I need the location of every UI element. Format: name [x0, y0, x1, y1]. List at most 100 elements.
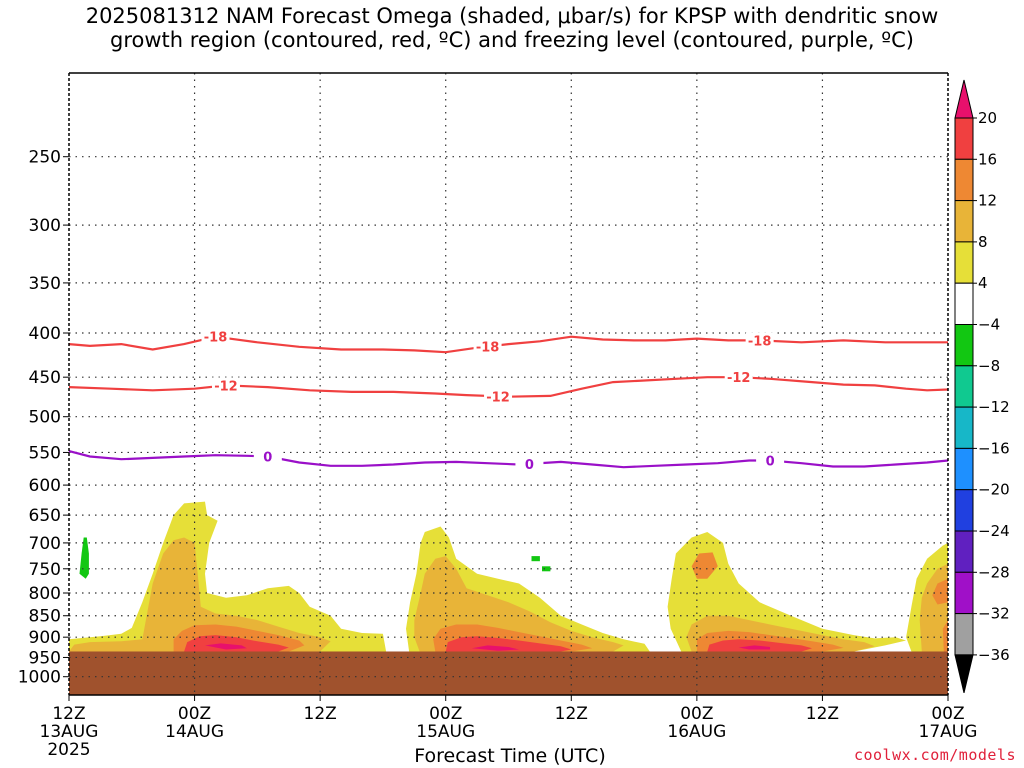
- contour-label: -18: [748, 334, 772, 349]
- colorbar-tick-label: −36: [978, 646, 1010, 664]
- omega-shade-20: [738, 645, 771, 650]
- y-tick-label: 600: [29, 476, 61, 496]
- colorbar-tick-label: 12: [978, 192, 997, 210]
- y-tick-label: 550: [29, 443, 61, 463]
- x-tick-label: 12Z: [304, 704, 337, 724]
- chart-title-line1: 2025081312 NAM Forecast Omega (shaded, μ…: [85, 4, 939, 28]
- contour-label: 0: [525, 458, 534, 473]
- x-tick-year: 2025: [47, 740, 90, 760]
- omega-shade-20: [471, 645, 519, 651]
- surface-layer: [69, 651, 948, 695]
- y-tick-label: 950: [29, 648, 61, 668]
- x-tick-date: 13AUG: [40, 722, 99, 742]
- omega-negative-cell: [79, 537, 89, 579]
- colorbar-box: [954, 365, 974, 408]
- colorbar-box: [954, 200, 974, 243]
- contour-line: [68, 450, 949, 469]
- colorbar-box: [954, 158, 974, 202]
- colorbar-tick-label: −24: [978, 522, 1010, 540]
- colorbar-box: [954, 447, 974, 491]
- omega-negative-cell: [542, 566, 551, 572]
- contour-label-bg: [756, 452, 785, 469]
- y-tick-label: 800: [29, 584, 61, 604]
- contour-label: -18: [204, 331, 228, 346]
- x-tick-date: 15AUG: [416, 722, 475, 742]
- y-tick-label: 850: [29, 607, 61, 627]
- x-tick-label: 00Z: [429, 704, 462, 724]
- contour-label: -12: [727, 371, 751, 386]
- y-tick-label: 300: [29, 216, 61, 236]
- x-tick-date: 16AUG: [667, 722, 726, 742]
- colorbar-tick-label: 16: [978, 150, 997, 168]
- colorbar-tick-label: −8: [978, 357, 1000, 375]
- contour-label: -12: [214, 379, 238, 394]
- omega-shade-12: [932, 578, 948, 605]
- x-tick-label: 12Z: [52, 704, 85, 724]
- colorbar-box: [954, 406, 974, 449]
- colorbar-box: [954, 117, 974, 160]
- contour-label-bg: [484, 388, 513, 405]
- colorbar-box: [954, 241, 974, 284]
- omega-shade-20: [205, 643, 247, 650]
- axes-layer: 2503003504004505005506006507007508008509…: [18, 72, 978, 760]
- omega-shade-12: [942, 620, 948, 652]
- colorbar-box: [954, 324, 974, 367]
- y-tick-label: 350: [29, 274, 61, 294]
- omega-shade-16: [707, 639, 812, 652]
- below-ground-fill: [69, 651, 948, 695]
- contour-label-bg: [201, 328, 230, 345]
- colorbar-tick-label: 4: [978, 274, 988, 292]
- x-tick-label: 12Z: [555, 704, 588, 724]
- contour-label-bg: [515, 455, 544, 472]
- x-tick-label: 00Z: [680, 704, 713, 724]
- colorbar-box: [954, 571, 974, 615]
- source-credit: coolwx.com/models: [853, 746, 1016, 764]
- colorbar-bottom-arrow: [954, 654, 974, 694]
- contour-layer: -18 -18 -18 -12 -12 -12 0 0 0: [68, 328, 949, 473]
- omega-shade-12: [691, 552, 718, 579]
- chart-title-line2: growth region (contoured, red, ºC) and f…: [110, 28, 914, 52]
- x-axis-title: Forecast Time (UTC): [414, 745, 606, 767]
- contour-label-bg: [473, 338, 502, 355]
- contour-label: 0: [263, 451, 272, 466]
- colorbar: 20 16 12 8 4 −4 −8 −12 −16 −20 −24 −28 −32 −36: [954, 79, 1010, 694]
- x-tick-label: 00Z: [931, 704, 964, 724]
- contour-label: -18: [476, 341, 500, 356]
- y-tick-label: 500: [29, 408, 61, 428]
- colorbar-tick-label: −32: [978, 605, 1010, 623]
- colorbar-box: [954, 613, 974, 656]
- y-tick-label: 900: [29, 628, 61, 648]
- colorbar-tick-label: −12: [978, 398, 1010, 416]
- x-tick-date: 14AUG: [165, 722, 224, 742]
- colorbar-top-arrow: [954, 79, 974, 119]
- colorbar-box: [954, 530, 974, 573]
- x-tick-label: 12Z: [806, 704, 839, 724]
- colorbar-box: [954, 282, 974, 326]
- colorbar-box: [954, 489, 974, 532]
- omega-shade-16: [184, 635, 289, 652]
- omega-shading-layer: [69, 501, 948, 652]
- y-tick-label: 400: [29, 324, 61, 344]
- colorbar-tick-label: 20: [978, 109, 997, 127]
- x-tick-date: 17AUG: [919, 722, 978, 742]
- y-tick-label: 450: [29, 368, 61, 388]
- omega-shade-8: [69, 537, 331, 652]
- contour-label-bg: [745, 332, 774, 349]
- colorbar-tick-label: −4: [978, 316, 1000, 334]
- y-tick-label: 1000: [18, 668, 61, 688]
- contour-label: 0: [766, 455, 775, 470]
- contour-label-bg: [211, 377, 240, 394]
- x-tick-label: 00Z: [178, 704, 211, 724]
- contour-label-bg: [724, 369, 753, 386]
- colorbar-tick-label: −28: [978, 563, 1010, 581]
- colorbar-tick-label: 8: [978, 233, 988, 251]
- contour-label: -12: [486, 390, 510, 405]
- colorbar-tick-label: −20: [978, 481, 1010, 499]
- chart-title: 2025081312 NAM Forecast Omega (shaded, μ…: [0, 4, 1024, 52]
- y-tick-label: 750: [29, 560, 61, 580]
- contour-line: [68, 335, 948, 354]
- y-tick-label: 250: [29, 148, 61, 168]
- contour-label-bg: [253, 448, 282, 465]
- colorbar-tick-label: −16: [978, 439, 1010, 457]
